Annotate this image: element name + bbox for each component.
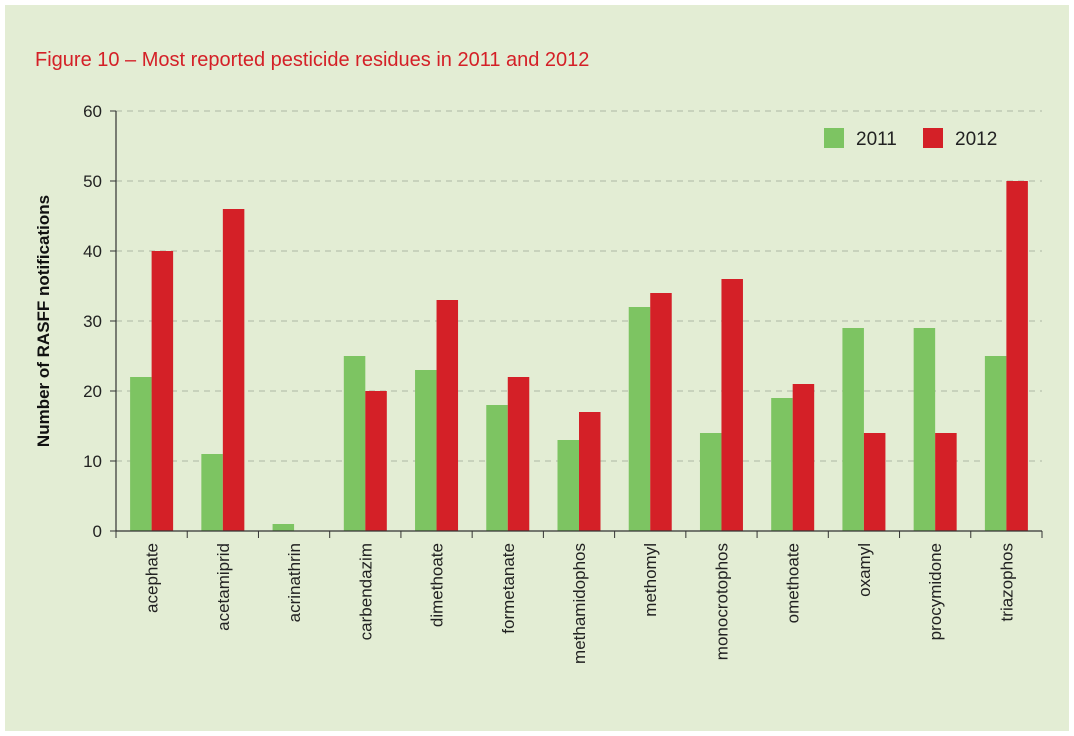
bar-2012-oxamyl — [863, 433, 886, 531]
bar-2012-omethoate — [792, 384, 815, 531]
figure-title: Figure 10 – Most reported pesticide resi… — [35, 49, 590, 71]
bar-2011-acrinathrin — [272, 524, 295, 531]
x-tick-label: acrinathrin — [285, 543, 304, 622]
grid-lines — [116, 110, 1042, 462]
bar-2011-methomyl — [628, 307, 651, 531]
bar-2012-procymidone — [935, 433, 957, 531]
legend-label-2011: 2011 — [856, 129, 897, 150]
y-tick-label: 60 — [83, 102, 102, 121]
bar-2011-acetamiprid — [201, 454, 223, 531]
bar-2012-acephate — [151, 251, 174, 531]
bar-2012-methamidophos — [579, 412, 601, 531]
bar-2012-triazophos — [1006, 181, 1028, 531]
x-tick-label: triazophos — [997, 543, 1016, 621]
bar-2012-acetamiprid — [222, 209, 245, 531]
bar-2011-triazophos — [984, 356, 1007, 531]
bar-2011-carbendazim — [343, 356, 366, 531]
bar-2011-monocrotophos — [699, 433, 722, 531]
x-tick-label: procymidone — [926, 543, 945, 640]
legend-swatch-2011 — [824, 128, 844, 148]
x-tick-label: dimethoate — [428, 543, 447, 627]
x-tick-label: oxamyl — [855, 543, 874, 597]
bar-2011-formetanate — [486, 405, 508, 531]
legend-label-2012: 2012 — [955, 129, 997, 150]
x-tick-label: formetanate — [499, 543, 518, 634]
y-tick-label: 0 — [93, 522, 102, 541]
bar-2012-monocrotophos — [721, 279, 743, 531]
bar-2012-carbendazim — [365, 391, 387, 531]
legend-swatch-2012 — [923, 128, 943, 148]
x-tick-label: acephate — [143, 543, 162, 613]
y-tick-label: 40 — [83, 242, 102, 261]
axes — [110, 110, 1043, 538]
bar-2011-methamidophos — [557, 440, 579, 531]
figure-panel: Figure 10 – Most reported pesticide resi… — [5, 5, 1069, 731]
x-tick-label: monocrotophos — [712, 543, 731, 660]
bars — [130, 181, 1028, 531]
x-tick-label: omethoate — [784, 543, 803, 623]
bar-2011-acephate — [130, 377, 152, 531]
bar-2012-formetanate — [507, 377, 530, 531]
y-tick-label: 20 — [83, 382, 102, 401]
bar-2011-oxamyl — [842, 328, 864, 531]
x-tick-label: acetamiprid — [214, 543, 233, 631]
legend: 2011 2012 — [824, 128, 997, 150]
y-axis-label: Number of RASFF notifications — [34, 195, 53, 447]
y-tick-label: 10 — [83, 452, 102, 471]
x-tick-label: methamidophos — [570, 543, 589, 664]
bar-2012-dimethoate — [436, 300, 459, 531]
y-tick-label: 50 — [83, 172, 102, 191]
bar-2012-methomyl — [650, 293, 672, 531]
y-tick-label: 30 — [83, 312, 102, 331]
x-tick-label: carbendazim — [356, 543, 375, 640]
x-tick-labels: acephate acetamiprid acrinathrin carbendazi… — [143, 543, 1017, 664]
bar-2011-procymidone — [913, 328, 936, 531]
bar-2011-omethoate — [771, 398, 793, 531]
x-tick-label: methomyl — [641, 543, 660, 617]
bar-2011-dimethoate — [415, 370, 437, 531]
y-tick-labels: 0 10 20 30 40 50 60 — [83, 102, 102, 541]
